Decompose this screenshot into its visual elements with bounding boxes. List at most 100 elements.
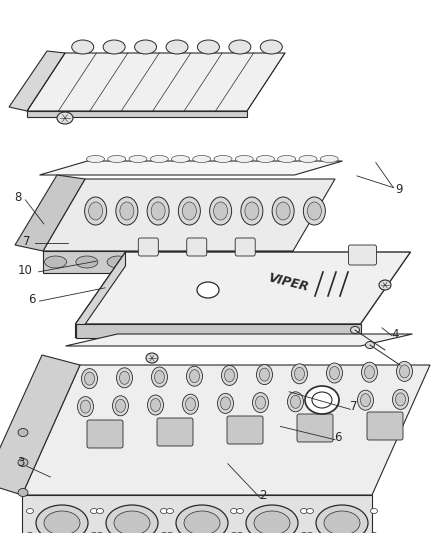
- Polygon shape: [22, 495, 372, 533]
- Ellipse shape: [120, 202, 134, 220]
- Ellipse shape: [88, 202, 102, 220]
- Ellipse shape: [160, 508, 167, 513]
- Ellipse shape: [36, 505, 88, 533]
- Ellipse shape: [57, 112, 73, 124]
- Ellipse shape: [193, 156, 211, 163]
- Ellipse shape: [81, 400, 91, 413]
- Polygon shape: [0, 355, 80, 495]
- Ellipse shape: [85, 197, 106, 225]
- Ellipse shape: [361, 362, 378, 382]
- Ellipse shape: [170, 256, 192, 268]
- Ellipse shape: [232, 256, 254, 268]
- Ellipse shape: [214, 202, 228, 220]
- Ellipse shape: [76, 256, 98, 268]
- Ellipse shape: [220, 397, 230, 410]
- Ellipse shape: [235, 156, 253, 163]
- Ellipse shape: [116, 197, 138, 225]
- Ellipse shape: [241, 197, 263, 225]
- Ellipse shape: [292, 364, 307, 384]
- Ellipse shape: [146, 353, 158, 363]
- Ellipse shape: [187, 366, 202, 386]
- Text: 2: 2: [259, 489, 267, 502]
- Text: 4: 4: [392, 328, 399, 341]
- Ellipse shape: [107, 256, 129, 268]
- Ellipse shape: [151, 202, 165, 220]
- FancyBboxPatch shape: [349, 245, 377, 265]
- Ellipse shape: [257, 365, 272, 385]
- Ellipse shape: [178, 197, 200, 225]
- Ellipse shape: [396, 361, 413, 382]
- Ellipse shape: [312, 392, 332, 408]
- FancyBboxPatch shape: [297, 414, 333, 442]
- Ellipse shape: [218, 393, 233, 414]
- Ellipse shape: [152, 367, 167, 387]
- Ellipse shape: [197, 282, 219, 298]
- Ellipse shape: [396, 393, 406, 406]
- Ellipse shape: [371, 508, 378, 513]
- Ellipse shape: [148, 395, 163, 415]
- Ellipse shape: [190, 370, 199, 383]
- Polygon shape: [22, 365, 430, 495]
- Ellipse shape: [155, 370, 165, 384]
- Ellipse shape: [360, 394, 371, 407]
- Ellipse shape: [278, 156, 296, 163]
- Ellipse shape: [246, 505, 298, 533]
- Ellipse shape: [176, 505, 228, 533]
- FancyBboxPatch shape: [138, 238, 158, 256]
- Ellipse shape: [86, 156, 105, 163]
- Ellipse shape: [166, 40, 188, 54]
- Ellipse shape: [237, 508, 244, 513]
- Ellipse shape: [365, 342, 374, 349]
- Ellipse shape: [307, 202, 321, 220]
- Text: VIPER: VIPER: [266, 272, 310, 294]
- Ellipse shape: [304, 197, 325, 225]
- Text: 8: 8: [15, 191, 22, 204]
- Ellipse shape: [287, 392, 304, 412]
- Ellipse shape: [113, 396, 128, 416]
- Ellipse shape: [364, 366, 374, 379]
- Ellipse shape: [252, 393, 268, 413]
- Ellipse shape: [117, 368, 133, 388]
- Ellipse shape: [357, 390, 374, 410]
- FancyBboxPatch shape: [187, 238, 207, 256]
- Ellipse shape: [78, 397, 93, 417]
- Ellipse shape: [150, 156, 168, 163]
- Ellipse shape: [147, 197, 169, 225]
- Ellipse shape: [229, 40, 251, 54]
- FancyBboxPatch shape: [235, 238, 255, 256]
- Ellipse shape: [134, 40, 156, 54]
- Ellipse shape: [399, 365, 410, 378]
- Ellipse shape: [201, 256, 223, 268]
- Ellipse shape: [254, 511, 290, 533]
- FancyBboxPatch shape: [227, 416, 263, 444]
- Polygon shape: [75, 252, 126, 338]
- Polygon shape: [75, 252, 410, 324]
- Ellipse shape: [320, 156, 338, 163]
- Polygon shape: [43, 179, 335, 251]
- Ellipse shape: [255, 396, 265, 409]
- Ellipse shape: [114, 511, 150, 533]
- Text: 3: 3: [18, 456, 25, 469]
- Polygon shape: [66, 334, 413, 346]
- Ellipse shape: [108, 156, 126, 163]
- Ellipse shape: [18, 489, 28, 497]
- Ellipse shape: [91, 508, 98, 513]
- Ellipse shape: [116, 399, 126, 413]
- Ellipse shape: [299, 156, 317, 163]
- Ellipse shape: [230, 508, 237, 513]
- Text: 10: 10: [18, 264, 33, 277]
- Text: 6: 6: [334, 431, 342, 443]
- Ellipse shape: [183, 394, 198, 414]
- Ellipse shape: [44, 511, 80, 533]
- Polygon shape: [15, 175, 85, 251]
- Ellipse shape: [138, 256, 160, 268]
- Ellipse shape: [129, 156, 147, 163]
- Text: 9: 9: [395, 183, 403, 196]
- Polygon shape: [27, 53, 285, 111]
- Ellipse shape: [276, 202, 290, 220]
- Ellipse shape: [326, 363, 343, 383]
- FancyBboxPatch shape: [87, 420, 123, 448]
- Ellipse shape: [225, 369, 234, 382]
- Ellipse shape: [214, 156, 232, 163]
- Ellipse shape: [103, 40, 125, 54]
